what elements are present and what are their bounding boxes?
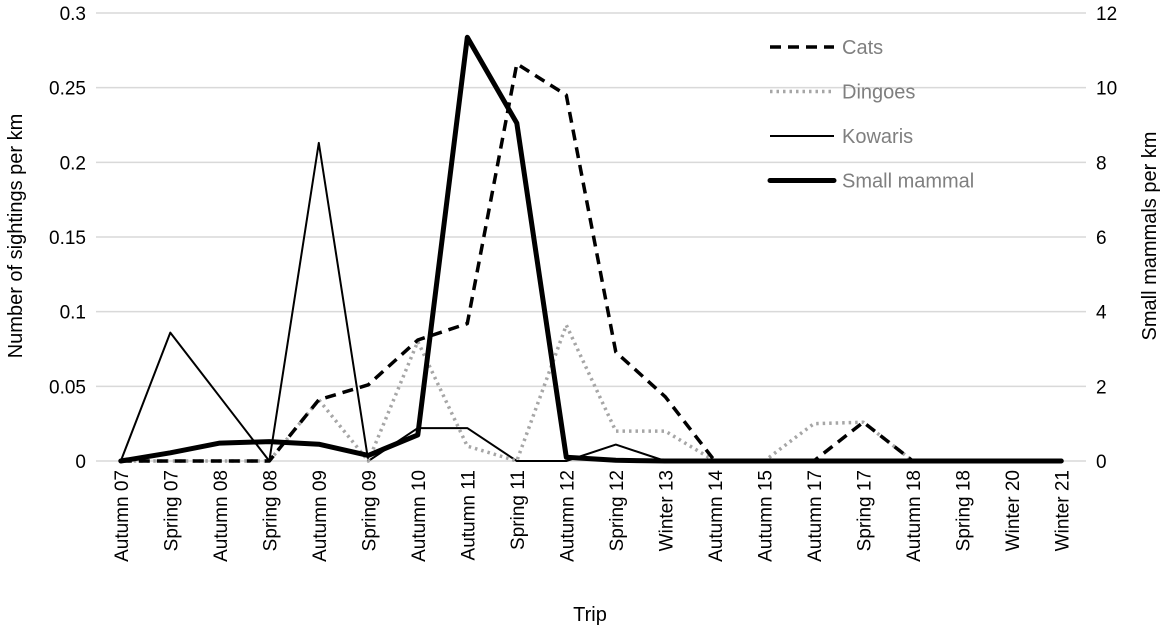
y-tick-label: 0.15 (49, 228, 86, 249)
x-tick-label: Winter 13 (656, 470, 677, 551)
y-axis-title: Number of sightings per km (5, 114, 27, 359)
series-lines (118, 34, 1064, 464)
x-tick-label: Winter 21 (1052, 470, 1073, 551)
x-tick-label: Autumn 07 (112, 470, 133, 562)
series-line-dingoes (120, 323, 1062, 463)
y2-axis-tick-labels: 0 2 4 6 8 10 12 (1096, 4, 1117, 473)
y-tick-label: 0.05 (49, 377, 86, 398)
legend-label-kowaris: Kowaris (842, 126, 913, 148)
x-tick-label: Autumn 15 (755, 470, 776, 562)
x-tick-label: Autumn 11 (458, 470, 479, 560)
series-line-cats (120, 62, 1062, 463)
y-tick-label: 0.1 (60, 303, 86, 324)
x-tick-label: Spring 17 (854, 470, 875, 551)
x-tick-label: Spring 18 (953, 470, 974, 551)
y2-tick-label: 2 (1096, 377, 1107, 398)
y2-tick-label: 10 (1096, 79, 1117, 100)
y-tick-label: 0.2 (60, 153, 86, 174)
x-axis-title: Trip (573, 604, 607, 626)
y-axis-tick-labels: 0 0.05 0.1 0.15 0.2 0.25 0.3 (49, 4, 86, 473)
x-tick-label: Spring 11 (508, 470, 529, 550)
x-tick-label: Autumn 10 (409, 470, 430, 562)
y-tick-label: 0.3 (60, 4, 86, 25)
y-tick-label: 0.25 (49, 79, 86, 100)
x-tick-label: Spring 07 (161, 470, 182, 551)
y2-tick-label: 8 (1096, 153, 1107, 174)
legend-label-dingoes: Dingoes (842, 82, 915, 104)
y-tick-label: 0 (75, 452, 86, 473)
x-tick-label: Autumn 17 (805, 470, 826, 562)
x-tick-label: Winter 20 (1003, 470, 1024, 551)
x-tick-label: Autumn 12 (557, 470, 578, 562)
y2-tick-label: 4 (1096, 303, 1107, 324)
x-tick-label: Spring 12 (607, 470, 628, 551)
x-tick-label: Autumn 09 (310, 470, 331, 562)
x-tick-label: Spring 08 (260, 470, 281, 551)
y2-tick-label: 12 (1096, 4, 1117, 25)
legend-label-cats: Cats (842, 37, 883, 59)
y2-tick-label: 6 (1096, 228, 1107, 249)
legend-label-small-mammal: Small mammal (842, 171, 974, 193)
x-tick-label: Spring 09 (359, 470, 380, 551)
y2-axis-title: Small mammals per km (1139, 132, 1161, 341)
x-axis-tick-labels: Autumn 07 Spring 07 Autumn 08 Spring 08 Autu… (112, 470, 1074, 562)
x-tick-label: Autumn 18 (904, 470, 925, 562)
gridlines (96, 12, 1086, 462)
legend: Cats Dingoes Kowaris Small mammal (767, 37, 974, 193)
x-tick-label: Autumn 14 (706, 470, 727, 562)
x-tick-label: Autumn 08 (211, 470, 232, 562)
y2-tick-label: 0 (1096, 452, 1107, 473)
series-line-small-mammal (118, 34, 1064, 464)
